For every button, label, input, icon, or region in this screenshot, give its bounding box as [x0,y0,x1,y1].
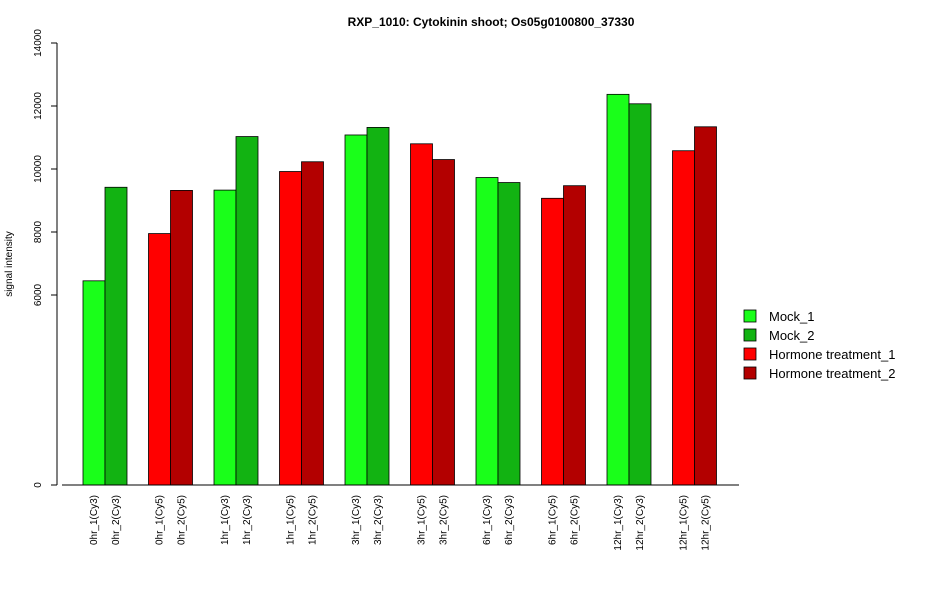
x-tick-label: 0hr_1(Cy5) [155,495,166,545]
bar-6hr_1(Cy3) [475,177,499,486]
bar-12hr_1(Cy3) [606,93,630,486]
bar-1hr_1(Cy3) [213,189,237,486]
x-tick-label: 12hr_2(Cy5) [701,495,712,551]
bar-0hr_2(Cy3) [104,186,128,486]
bar-6hr_2(Cy3) [497,182,521,486]
y-tick-label: 12000 [33,92,44,120]
bar-12hr_1(Cy5) [672,150,695,486]
y-axis: 0 6000 8000 10000 12000 14000 [33,29,58,488]
x-tick-label: 6hr_2(Cy5) [570,495,581,545]
x-tick-label: 12hr_1(Cy5) [679,495,690,551]
bar-3hr_2(Cy5) [432,159,455,486]
legend-label: Mock_2 [769,328,815,343]
x-tick-label: 3hr_2(Cy3) [373,495,384,545]
x-tick-label: 1hr_1(Cy3) [220,495,231,545]
bars-group [82,93,717,486]
y-tick-label: 6000 [33,283,44,306]
x-tick-label: 6hr_1(Cy5) [548,495,559,545]
x-tick-label: 1hr_2(Cy5) [308,495,319,545]
x-tick-labels: 0hr_1(Cy3) 0hr_2(Cy3) 0hr_1(Cy5) 0hr_2(Cy5)… [89,495,712,551]
legend: Mock_1 Mock_2 Hormone treatment_1 Hormone t… [743,309,895,381]
legend-label: Hormone treatment_2 [769,366,895,381]
x-tick-label: 0hr_2(Cy3) [111,495,122,545]
y-tick-label: 14000 [33,29,44,57]
x-tick-label: 12hr_2(Cy3) [635,495,646,551]
x-tick-label: 1hr_1(Cy5) [286,495,297,545]
y-axis-label: signal intensity [4,231,15,297]
chart-title: RXP_1010: Cytokinin shoot; Os05g0100800_… [348,15,635,29]
x-tick-label: 3hr_1(Cy5) [417,495,428,545]
bar-0hr_2(Cy5) [170,190,193,486]
y-tick-label: 8000 [33,220,44,243]
x-tick-label: 0hr_1(Cy3) [89,495,100,545]
legend-swatch [743,366,757,380]
legend-label: Hormone treatment_1 [769,347,895,362]
y-tick-label: 0 [33,482,44,488]
bar-1hr_2(Cy5) [301,161,324,486]
legend-swatch [743,347,757,361]
legend-swatch [743,328,757,342]
bar-3hr_1(Cy5) [410,143,433,486]
y-tick-label: 10000 [33,155,44,183]
bar-1hr_2(Cy3) [235,136,259,486]
legend-label: Mock_1 [769,309,815,324]
x-tick-label: 3hr_1(Cy3) [351,495,362,545]
x-tick-label: 1hr_2(Cy3) [242,495,253,545]
x-tick-label: 6hr_1(Cy3) [482,495,493,545]
bar-6hr_2(Cy5) [563,185,586,486]
bar-1hr_1(Cy5) [279,171,302,486]
bar-0hr_1(Cy3) [82,280,106,486]
x-tick-label: 6hr_2(Cy3) [504,495,515,545]
x-tick-label: 3hr_2(Cy5) [439,495,450,545]
legend-swatch [743,309,757,323]
x-tick-label: 12hr_1(Cy3) [613,495,624,551]
bar-0hr_1(Cy5) [148,233,171,486]
bar-12hr_2(Cy5) [694,126,717,486]
bar-3hr_2(Cy3) [366,127,390,486]
bar-3hr_1(Cy3) [344,134,368,486]
bar-6hr_1(Cy5) [541,197,564,486]
x-tick-label: 0hr_2(Cy5) [177,495,188,545]
bar-12hr_2(Cy3) [628,103,652,486]
